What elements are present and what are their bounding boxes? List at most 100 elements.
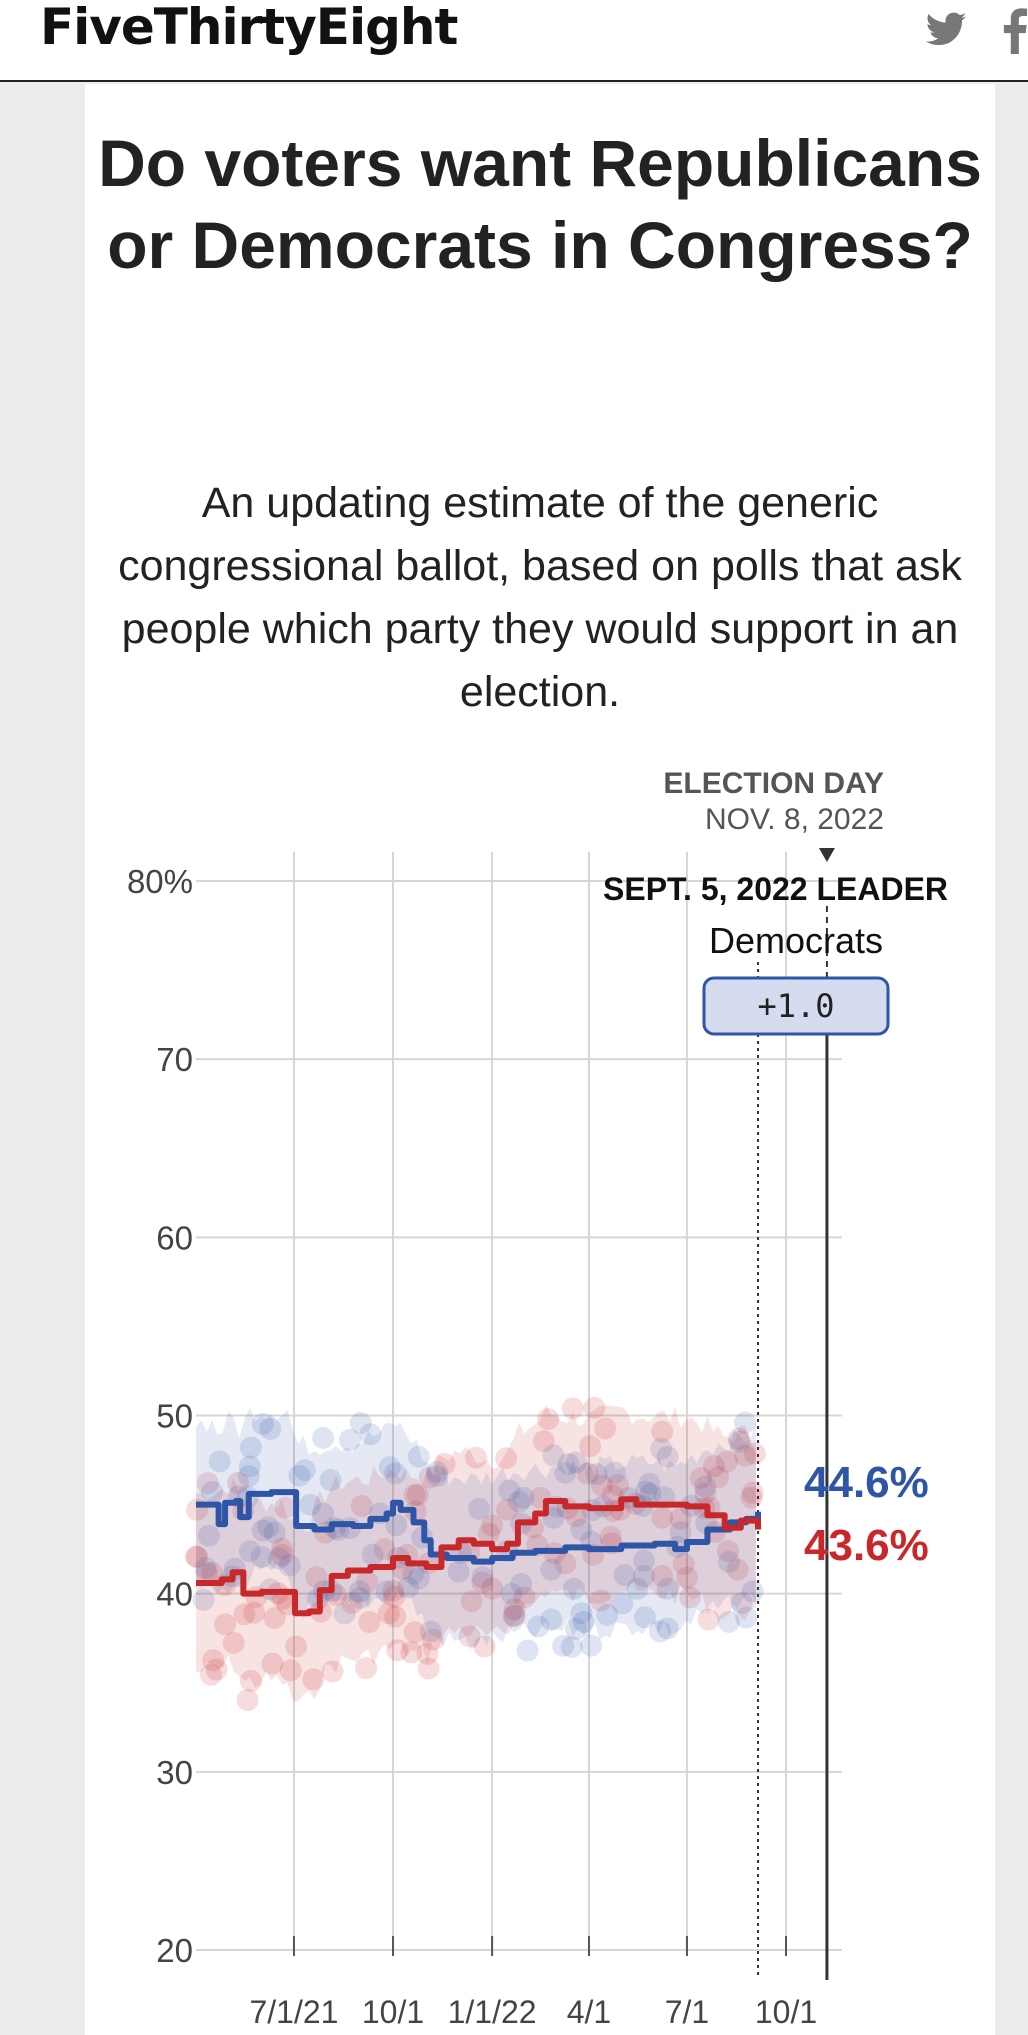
rep-poll-dot <box>421 1628 444 1651</box>
dem-poll-dot <box>238 1540 261 1563</box>
y-tick-label: 40 <box>156 1576 193 1613</box>
rep-poll-dot <box>403 1484 426 1507</box>
dem-poll-dot <box>338 1428 361 1451</box>
dem-poll-dot <box>694 1475 717 1498</box>
rep-poll-dot <box>583 1396 606 1419</box>
rep-poll-dot <box>271 1543 294 1566</box>
leader-party: Democrats <box>709 920 883 961</box>
rep-poll-dot <box>503 1598 526 1621</box>
rep-poll-dot <box>651 1420 674 1443</box>
twitter-icon[interactable] <box>924 8 968 52</box>
rep-poll-dot <box>433 1452 456 1475</box>
dem-poll-dot <box>361 1543 384 1566</box>
dem-poll-dot <box>570 1518 593 1541</box>
rep-poll-dot <box>302 1668 325 1691</box>
dem-poll-dot <box>402 1562 425 1585</box>
dem-poll-dot <box>426 1464 449 1487</box>
rep-poll-dot <box>464 1446 487 1469</box>
rep-poll-dot <box>594 1417 617 1440</box>
site-logo[interactable]: FiveThirtyEight <box>40 0 458 56</box>
rep-poll-dot <box>554 1552 577 1575</box>
rep-poll-dot <box>697 1608 720 1631</box>
rep-poll-dot <box>417 1657 440 1680</box>
dem-poll-dot <box>557 1453 580 1476</box>
dem-poll-dot <box>540 1608 563 1631</box>
dem-poll-dot <box>565 1617 588 1640</box>
dem-poll-dot <box>717 1610 740 1633</box>
rep-poll-dot <box>406 1483 429 1506</box>
uncertainty-bands <box>196 1404 756 1702</box>
dem-poll-dot <box>585 1463 608 1486</box>
dem-poll-dot <box>293 1459 316 1482</box>
rep-poll-dot <box>403 1621 426 1644</box>
rep-poll-dot <box>233 1603 256 1626</box>
dem-poll-dot <box>385 1514 408 1537</box>
dem-poll-dot <box>194 1556 217 1579</box>
rep-poll-dot <box>358 1611 381 1634</box>
dem-poll-dot <box>510 1572 533 1595</box>
chart-labels: ELECTION DAY NOV. 8, 2022 SEPT. 5, 2022 … <box>603 767 948 1570</box>
x-tick-label: 4/1 <box>567 1994 611 2030</box>
rep-poll-dot <box>285 1635 308 1658</box>
rep-poll-dot <box>715 1450 738 1473</box>
dem-poll-dot <box>500 1582 523 1605</box>
rep-poll-dot <box>341 1591 364 1614</box>
y-tick-label: 60 <box>156 1219 193 1256</box>
rep-poll-dot <box>271 1537 294 1560</box>
gridlines: 80% 70 60 50 40 30 20 7/1/21 10/1 1/1/22 4/1 7/1 10/… <box>127 852 842 2030</box>
trend-lines <box>196 1489 762 1617</box>
rep-poll-dot <box>651 1506 674 1529</box>
dem-poll-dot <box>635 1480 658 1503</box>
dem-poll-dot <box>650 1437 673 1460</box>
rep-poll-dot <box>477 1522 500 1545</box>
dem-poll-dot <box>554 1461 577 1484</box>
dem-poll-dot <box>319 1469 342 1492</box>
rep-poll-dot <box>481 1577 504 1600</box>
rep-poll-dot <box>707 1466 730 1489</box>
dem-poll-dot <box>639 1483 662 1506</box>
dem-poll-dot <box>656 1577 679 1600</box>
x-tick-label: 1/1/22 <box>448 1994 537 2030</box>
election-day-date: NOV. 8, 2022 <box>705 803 884 836</box>
rep-poll-dot <box>503 1605 526 1628</box>
rep-poll-dot <box>200 1663 223 1686</box>
dem-poll-dot <box>633 1606 656 1629</box>
dem-poll-dot <box>333 1602 356 1625</box>
rep-poll-dot <box>689 1466 712 1489</box>
rep-poll-dot <box>672 1553 695 1576</box>
dem-poll-dot <box>611 1592 634 1615</box>
site-header: FiveThirtyEight <box>0 0 1028 82</box>
rep-poll-dot <box>743 1442 766 1465</box>
dem-poll-dot <box>552 1634 575 1657</box>
dem-poll-dot <box>312 1502 335 1525</box>
rep-poll-dot <box>702 1455 725 1478</box>
rep-poll-dot <box>418 1466 441 1489</box>
dem-poll-dot <box>508 1490 530 1513</box>
dem-band <box>196 1407 756 1650</box>
rep-poll-dot <box>651 1564 674 1587</box>
reference-lines <box>757 848 835 1980</box>
dem-poll-dot <box>741 1580 764 1603</box>
rep-poll-dot <box>202 1649 225 1672</box>
election-day-title: ELECTION DAY <box>663 767 884 800</box>
dem-poll-dot <box>447 1560 470 1583</box>
rep-poll-dot <box>201 1561 224 1584</box>
dem-poll-dot <box>512 1486 535 1509</box>
rep-poll-dot <box>458 1625 481 1648</box>
rep-poll-dot <box>355 1657 378 1680</box>
dem-poll-dot <box>632 1549 655 1572</box>
facebook-icon[interactable] <box>1000 8 1028 54</box>
rep-poll-dot <box>377 1602 400 1625</box>
rep-poll-dot <box>222 1631 245 1654</box>
rep-poll-dot <box>261 1652 284 1675</box>
dem-poll-dot <box>349 1412 372 1435</box>
dem-poll-dot <box>375 1580 398 1603</box>
rep-poll-dot <box>579 1435 602 1458</box>
dem-poll-dot <box>384 1462 407 1485</box>
rep-poll-dot <box>565 1505 588 1528</box>
rep-poll-dot <box>279 1659 302 1682</box>
dem-poll-dot <box>560 1636 583 1659</box>
dem-poll-dot <box>238 1455 261 1478</box>
rep-poll-dot <box>734 1444 757 1467</box>
